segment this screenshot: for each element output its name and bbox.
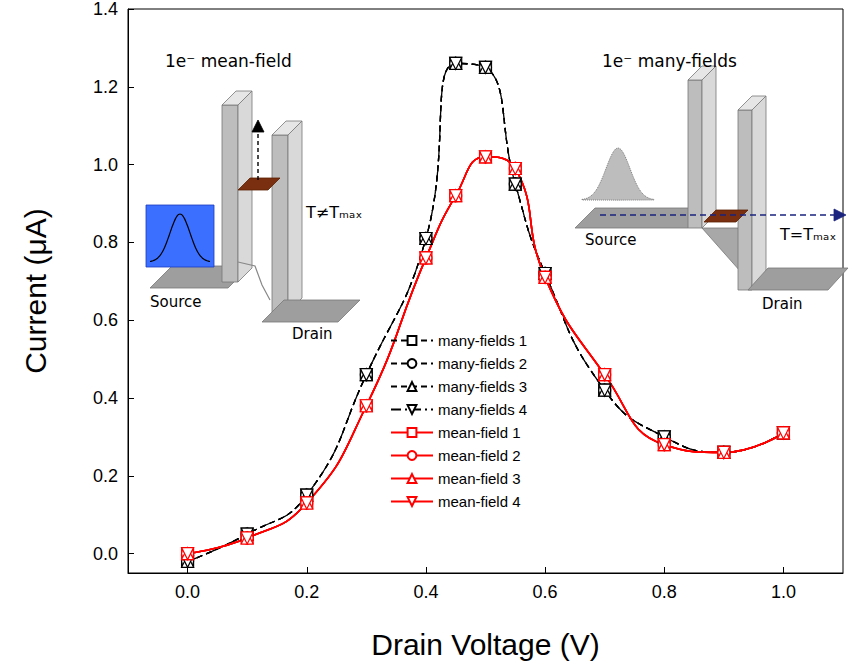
svg-text:T≠Tₘₐₓ: T≠Tₘₐₓ [305, 203, 362, 222]
svg-text:mean-field 1: mean-field 1 [438, 424, 521, 441]
svg-text:1e⁻ mean-field: 1e⁻ mean-field [165, 51, 292, 71]
svg-text:1.2: 1.2 [93, 77, 118, 97]
svg-text:0.2: 0.2 [294, 582, 319, 602]
svg-text:Drain: Drain [762, 295, 803, 313]
svg-text:many-fields 2: many-fields 2 [438, 355, 527, 372]
svg-text:Drain Voltage (V): Drain Voltage (V) [371, 628, 599, 661]
svg-text:Source: Source [585, 231, 637, 249]
svg-text:T=Tₘₐₓ: T=Tₘₐₓ [779, 225, 836, 244]
svg-text:0.0: 0.0 [93, 544, 118, 564]
svg-text:0.6: 0.6 [93, 310, 118, 330]
svg-text:0.8: 0.8 [652, 582, 677, 602]
svg-text:0.4: 0.4 [93, 388, 118, 408]
svg-text:0.0: 0.0 [175, 582, 200, 602]
svg-text:1.4: 1.4 [93, 0, 118, 19]
svg-text:mean-field 4: mean-field 4 [438, 493, 521, 510]
svg-text:1e⁻ many-fields: 1e⁻ many-fields [602, 51, 737, 71]
svg-text:0.4: 0.4 [413, 582, 438, 602]
svg-text:0.6: 0.6 [533, 582, 558, 602]
svg-text:0.8: 0.8 [93, 232, 118, 252]
svg-text:1.0: 1.0 [93, 155, 118, 175]
svg-text:Drain: Drain [292, 325, 333, 343]
svg-text:many-fields 1: many-fields 1 [438, 332, 527, 349]
svg-text:mean-field 2: mean-field 2 [438, 447, 521, 464]
svg-text:many-fields 4: many-fields 4 [438, 401, 527, 418]
svg-text:0.2: 0.2 [93, 466, 118, 486]
svg-text:Current (μA): Current (μA) [19, 208, 52, 374]
svg-text:mean-field 3: mean-field 3 [438, 470, 521, 487]
svg-text:1.0: 1.0 [771, 582, 796, 602]
svg-text:many-fields 3: many-fields 3 [438, 378, 527, 395]
svg-text:Source: Source [150, 293, 202, 311]
